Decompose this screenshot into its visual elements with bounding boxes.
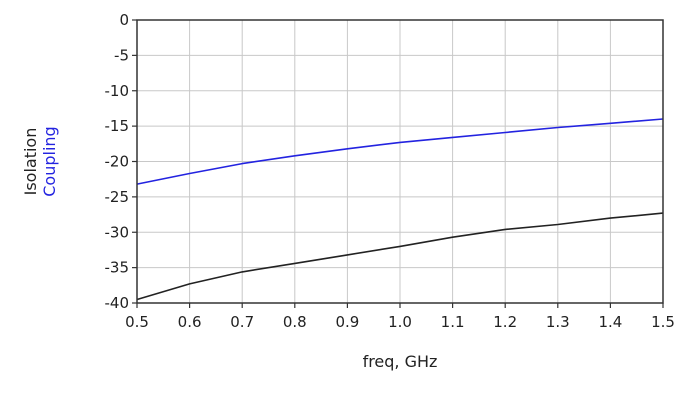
x-tick-label: 1.0	[388, 313, 412, 331]
x-tick-label: 1.1	[441, 313, 465, 331]
x-tick-label: 0.8	[283, 313, 307, 331]
y-tick-label: 0	[119, 11, 129, 29]
grid	[137, 20, 663, 303]
y-axis-label-coupling: Coupling	[40, 126, 59, 196]
y-tick-label: -15	[105, 117, 130, 135]
x-tick-label: 1.5	[651, 313, 675, 331]
y-tick-label: -40	[105, 294, 130, 312]
y-axis-labels: Isolation Coupling	[21, 126, 59, 196]
y-tick-label: -20	[105, 153, 130, 171]
x-tick-label: 0.5	[125, 313, 149, 331]
x-tick-label: 0.9	[335, 313, 359, 331]
x-tick-label: 0.6	[178, 313, 202, 331]
series-line-coupling	[136, 118, 664, 185]
series-lines	[136, 118, 664, 301]
y-tick-label: -35	[105, 259, 130, 277]
y-axis-label-isolation: Isolation	[21, 128, 40, 196]
x-tick-label: 0.7	[230, 313, 254, 331]
x-tick-label: 1.3	[546, 313, 570, 331]
x-tick-label: 1.2	[493, 313, 517, 331]
y-tick-label: -30	[105, 223, 130, 241]
y-tick-label: -25	[105, 188, 130, 206]
y-tick-label: -10	[105, 82, 130, 100]
axis-ticks	[132, 19, 664, 308]
tick-labels: 0.5 0.6 0.7 0.8 0.9 1.0 1.1 1.2 1.3 1.4 1.5 0 -5 -10 -…	[105, 11, 675, 331]
x-axis-label: freq, GHz	[363, 352, 438, 371]
x-tick-label: 1.4	[598, 313, 622, 331]
y-tick-label: -5	[114, 46, 129, 64]
series-line-isolation	[136, 212, 664, 301]
